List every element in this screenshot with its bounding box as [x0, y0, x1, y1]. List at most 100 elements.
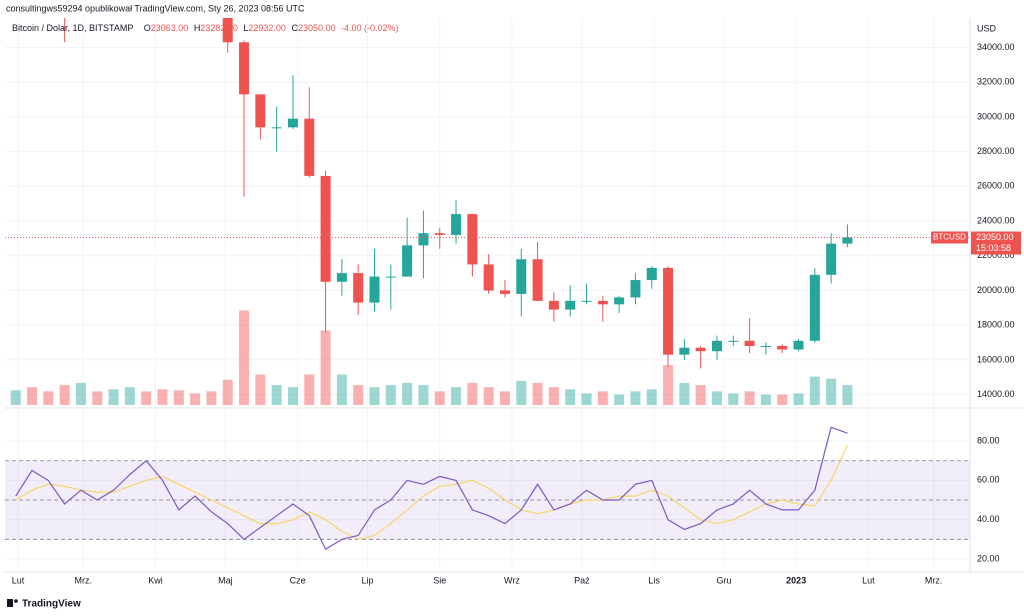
volume-bar	[239, 310, 250, 405]
legend-value: 23282.00	[200, 23, 238, 33]
candle-body	[402, 245, 413, 277]
y-tick-label: 28000.00	[977, 146, 1015, 156]
volume-bar	[353, 385, 364, 405]
candle-body	[809, 274, 820, 341]
candle-body	[271, 127, 282, 129]
candle-body	[516, 259, 527, 294]
candle-body	[467, 214, 478, 265]
publisher: consultingws59294 opublikował TradingVie…	[6, 3, 305, 13]
volume-bar	[320, 330, 331, 405]
y-tick-label: 20000.00	[977, 285, 1015, 295]
y-tick-label: 24000.00	[977, 215, 1015, 225]
y-tick-label: 30000.00	[977, 111, 1015, 121]
legend-key: H	[194, 23, 201, 33]
x-tick-label: Mrz.	[925, 575, 943, 585]
candle-body	[353, 273, 364, 303]
candle-body	[304, 118, 315, 176]
rsi-line	[15, 426, 848, 551]
x-tick-label: Lut	[862, 575, 875, 585]
volume-bar	[385, 385, 396, 405]
x-tick-label: Maj	[218, 575, 233, 585]
volume-bar	[711, 391, 722, 405]
volume-bar	[532, 382, 543, 405]
legend: Bitcoin / Dolar, 1D, BITSTAMP O23063.00 …	[12, 23, 399, 33]
x-tick-label: Gru	[716, 575, 731, 585]
y-tick-label: 80.00	[977, 435, 1000, 445]
x-tick-label: Sie	[433, 575, 446, 585]
legend-key: C	[291, 23, 298, 33]
x-tick-label: 2023	[786, 575, 806, 585]
candle-body	[581, 300, 592, 302]
volume-bar	[43, 391, 54, 405]
volume-bar	[744, 391, 755, 405]
volume-bar	[467, 382, 478, 405]
candle-body	[826, 243, 837, 275]
volume-bar	[826, 378, 837, 405]
candle-body	[597, 300, 608, 305]
legend-value: 23050.00	[298, 23, 336, 33]
volume-bar	[10, 390, 21, 405]
y-tick-label: 34000.00	[977, 42, 1015, 52]
volume-bar	[728, 393, 739, 405]
candle-body	[451, 214, 462, 235]
volume-bar	[809, 376, 820, 405]
volume-bar	[793, 393, 804, 405]
y-tick-label: 18000.00	[977, 320, 1015, 330]
candle-body	[728, 340, 739, 342]
y-tick-label: 32000.00	[977, 77, 1015, 87]
candle-body	[614, 297, 625, 305]
volume-bar	[108, 389, 119, 405]
candle-body	[532, 259, 543, 301]
volume-bar	[663, 365, 674, 405]
candle-body	[760, 345, 771, 347]
volume-bar	[842, 385, 853, 405]
x-tick-label: Lut	[12, 575, 25, 585]
y-tick-label: 14000.00	[977, 389, 1015, 399]
candle-body	[336, 273, 347, 282]
candle-body	[842, 237, 853, 244]
legend-key: L	[243, 23, 248, 33]
candle-body	[711, 340, 722, 352]
volume-bar	[206, 391, 217, 405]
candles	[5, 18, 970, 369]
candle-body	[369, 276, 380, 303]
currency: USD	[977, 23, 997, 33]
volume	[10, 310, 853, 405]
volume-bar	[695, 385, 706, 405]
volume-bar	[59, 385, 70, 405]
logo-mark	[14, 599, 18, 603]
candle-body	[385, 276, 396, 278]
volume-bar	[418, 385, 429, 405]
volume-bar	[75, 382, 86, 405]
y-tick-label: 20.00	[977, 553, 1000, 563]
candle-body	[483, 264, 494, 291]
candle-body	[499, 290, 510, 294]
x-tick-label: Wrz	[504, 575, 520, 585]
volume-bar	[402, 382, 413, 405]
candle-body	[287, 118, 298, 128]
candle-body	[793, 340, 804, 350]
x-tick-label: Paź	[574, 575, 590, 585]
volume-bar	[597, 391, 608, 405]
legend-key: O	[144, 23, 151, 33]
y-tick-label: 22000.00	[977, 250, 1015, 260]
volume-bar	[222, 379, 233, 405]
legend-change: -4.00 (-0.02%)	[341, 23, 399, 33]
labels: 14000.00 16000.00 18000.00 20000.00 22000.00…	[12, 42, 1021, 585]
candle-body	[630, 280, 641, 298]
volume-bar	[565, 389, 576, 405]
candle-body	[744, 340, 755, 346]
x-tick-label: Kwi	[148, 575, 163, 585]
price-tag	[971, 231, 1021, 255]
candle-body	[777, 345, 788, 350]
y-tick-label: 26000.00	[977, 181, 1015, 191]
logo: TradingView	[7, 599, 81, 610]
candle-body	[565, 300, 576, 310]
volume-bar	[646, 389, 657, 405]
countdown-label: 15:03:58	[976, 243, 1011, 253]
volume-bar	[434, 391, 445, 405]
volume-bar	[581, 393, 592, 405]
volume-bar	[157, 389, 168, 405]
candle-body	[434, 233, 445, 235]
